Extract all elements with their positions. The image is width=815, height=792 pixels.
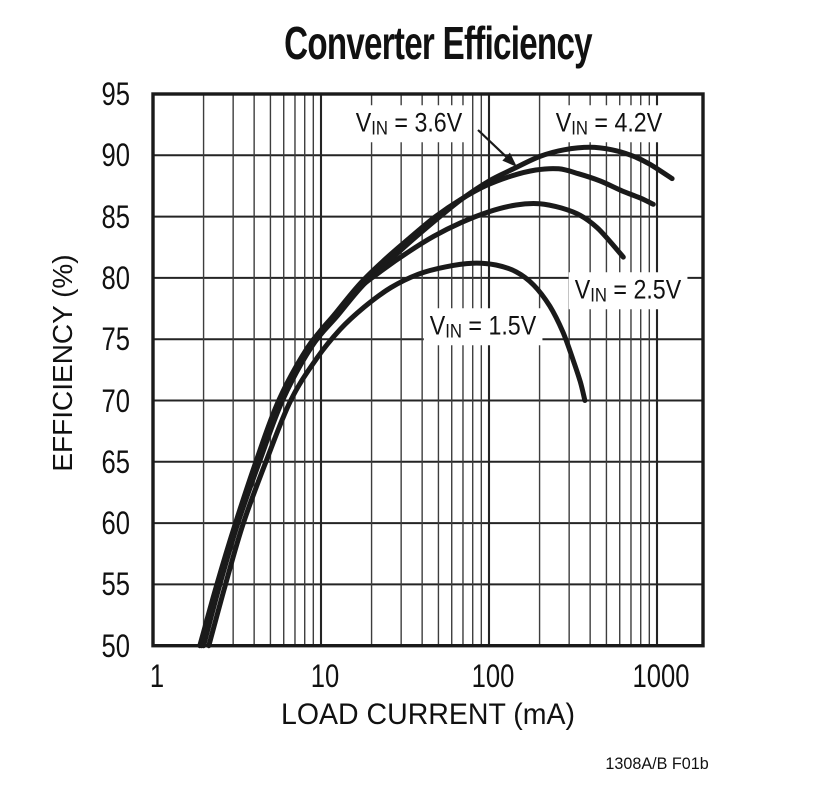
curve-vin-1.5 <box>206 260 588 649</box>
y-tick-55: 55 <box>101 566 130 603</box>
label-subscript: IN <box>445 320 462 343</box>
label-subscript: IN <box>590 284 607 307</box>
y-tick-70: 70 <box>101 382 130 419</box>
curve-label-vin-1.5: VIN = 1.5V <box>423 308 543 346</box>
label-suffix: = 1.5V <box>461 310 537 341</box>
label-arrow-shaft <box>477 129 507 158</box>
x-tick-1000: 1000 <box>632 658 690 694</box>
curve-vin-2.5 <box>197 200 626 649</box>
label-suffix: = 4.2V <box>587 107 663 138</box>
curve-label-vin-3.6: VIN = 3.6V <box>349 105 469 143</box>
label-prefix: V <box>355 107 372 138</box>
y-tick-50: 50 <box>101 627 130 664</box>
y-tick-80: 80 <box>101 259 130 296</box>
y-tick-95: 95 <box>101 76 130 112</box>
label-subscript: IN <box>371 117 388 140</box>
label-suffix: = 2.5V <box>606 274 682 305</box>
label-prefix: V <box>555 107 572 138</box>
y-tick-90: 90 <box>101 137 130 174</box>
x-tick-10: 10 <box>310 658 340 694</box>
plot-frame <box>151 92 705 648</box>
x-tick-100: 100 <box>471 658 515 694</box>
y-tick-85: 85 <box>101 198 130 235</box>
label-prefix: V <box>574 274 591 305</box>
curve-vin-4.2 <box>201 144 675 649</box>
curve-label-vin-4.2: VIN = 4.2V <box>549 105 669 143</box>
label-subscript: IN <box>571 117 588 140</box>
label-arrow-head <box>502 152 517 167</box>
x-tick-1: 1 <box>149 658 165 694</box>
y-tick-60: 60 <box>101 505 130 542</box>
y-tick-65: 65 <box>101 443 130 480</box>
x-axis-title: LOAD CURRENT (mA) <box>281 698 575 731</box>
curve-label-vin-2.5: VIN = 2.5V <box>568 272 688 310</box>
figure-number: 1308A/B F01b <box>605 754 709 773</box>
label-prefix: V <box>429 310 446 341</box>
y-tick-75: 75 <box>101 321 130 358</box>
page-title: Converter Efficiency <box>284 17 592 69</box>
label-suffix: = 3.6V <box>387 107 463 138</box>
